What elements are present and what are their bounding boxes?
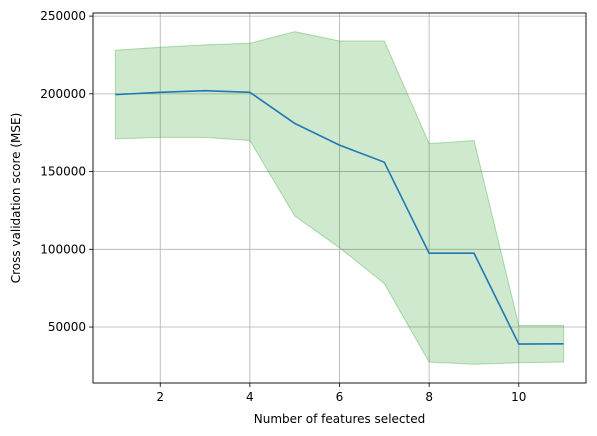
x-axis: 2 4 6 8 10	[156, 383, 526, 404]
x-axis-label: Number of features selected	[254, 412, 425, 426]
x-tick-label: 10	[511, 390, 526, 404]
y-tick-label: 250000	[40, 9, 86, 23]
y-axis-label: Cross validation score (MSE)	[9, 113, 23, 284]
y-axis: 50000 100000 150000 200000 250000	[40, 9, 93, 334]
x-tick-label: 6	[336, 390, 344, 404]
y-tick-label: 200000	[40, 87, 86, 101]
x-tick-label: 8	[425, 390, 433, 404]
y-tick-label: 150000	[40, 165, 86, 179]
grid	[93, 13, 586, 383]
x-tick-label: 4	[246, 390, 254, 404]
x-tick-label: 2	[156, 390, 164, 404]
y-tick-label: 50000	[48, 320, 86, 334]
y-tick-label: 100000	[40, 242, 86, 256]
mean-score-line	[115, 89, 564, 345]
confidence-band	[114, 31, 565, 365]
